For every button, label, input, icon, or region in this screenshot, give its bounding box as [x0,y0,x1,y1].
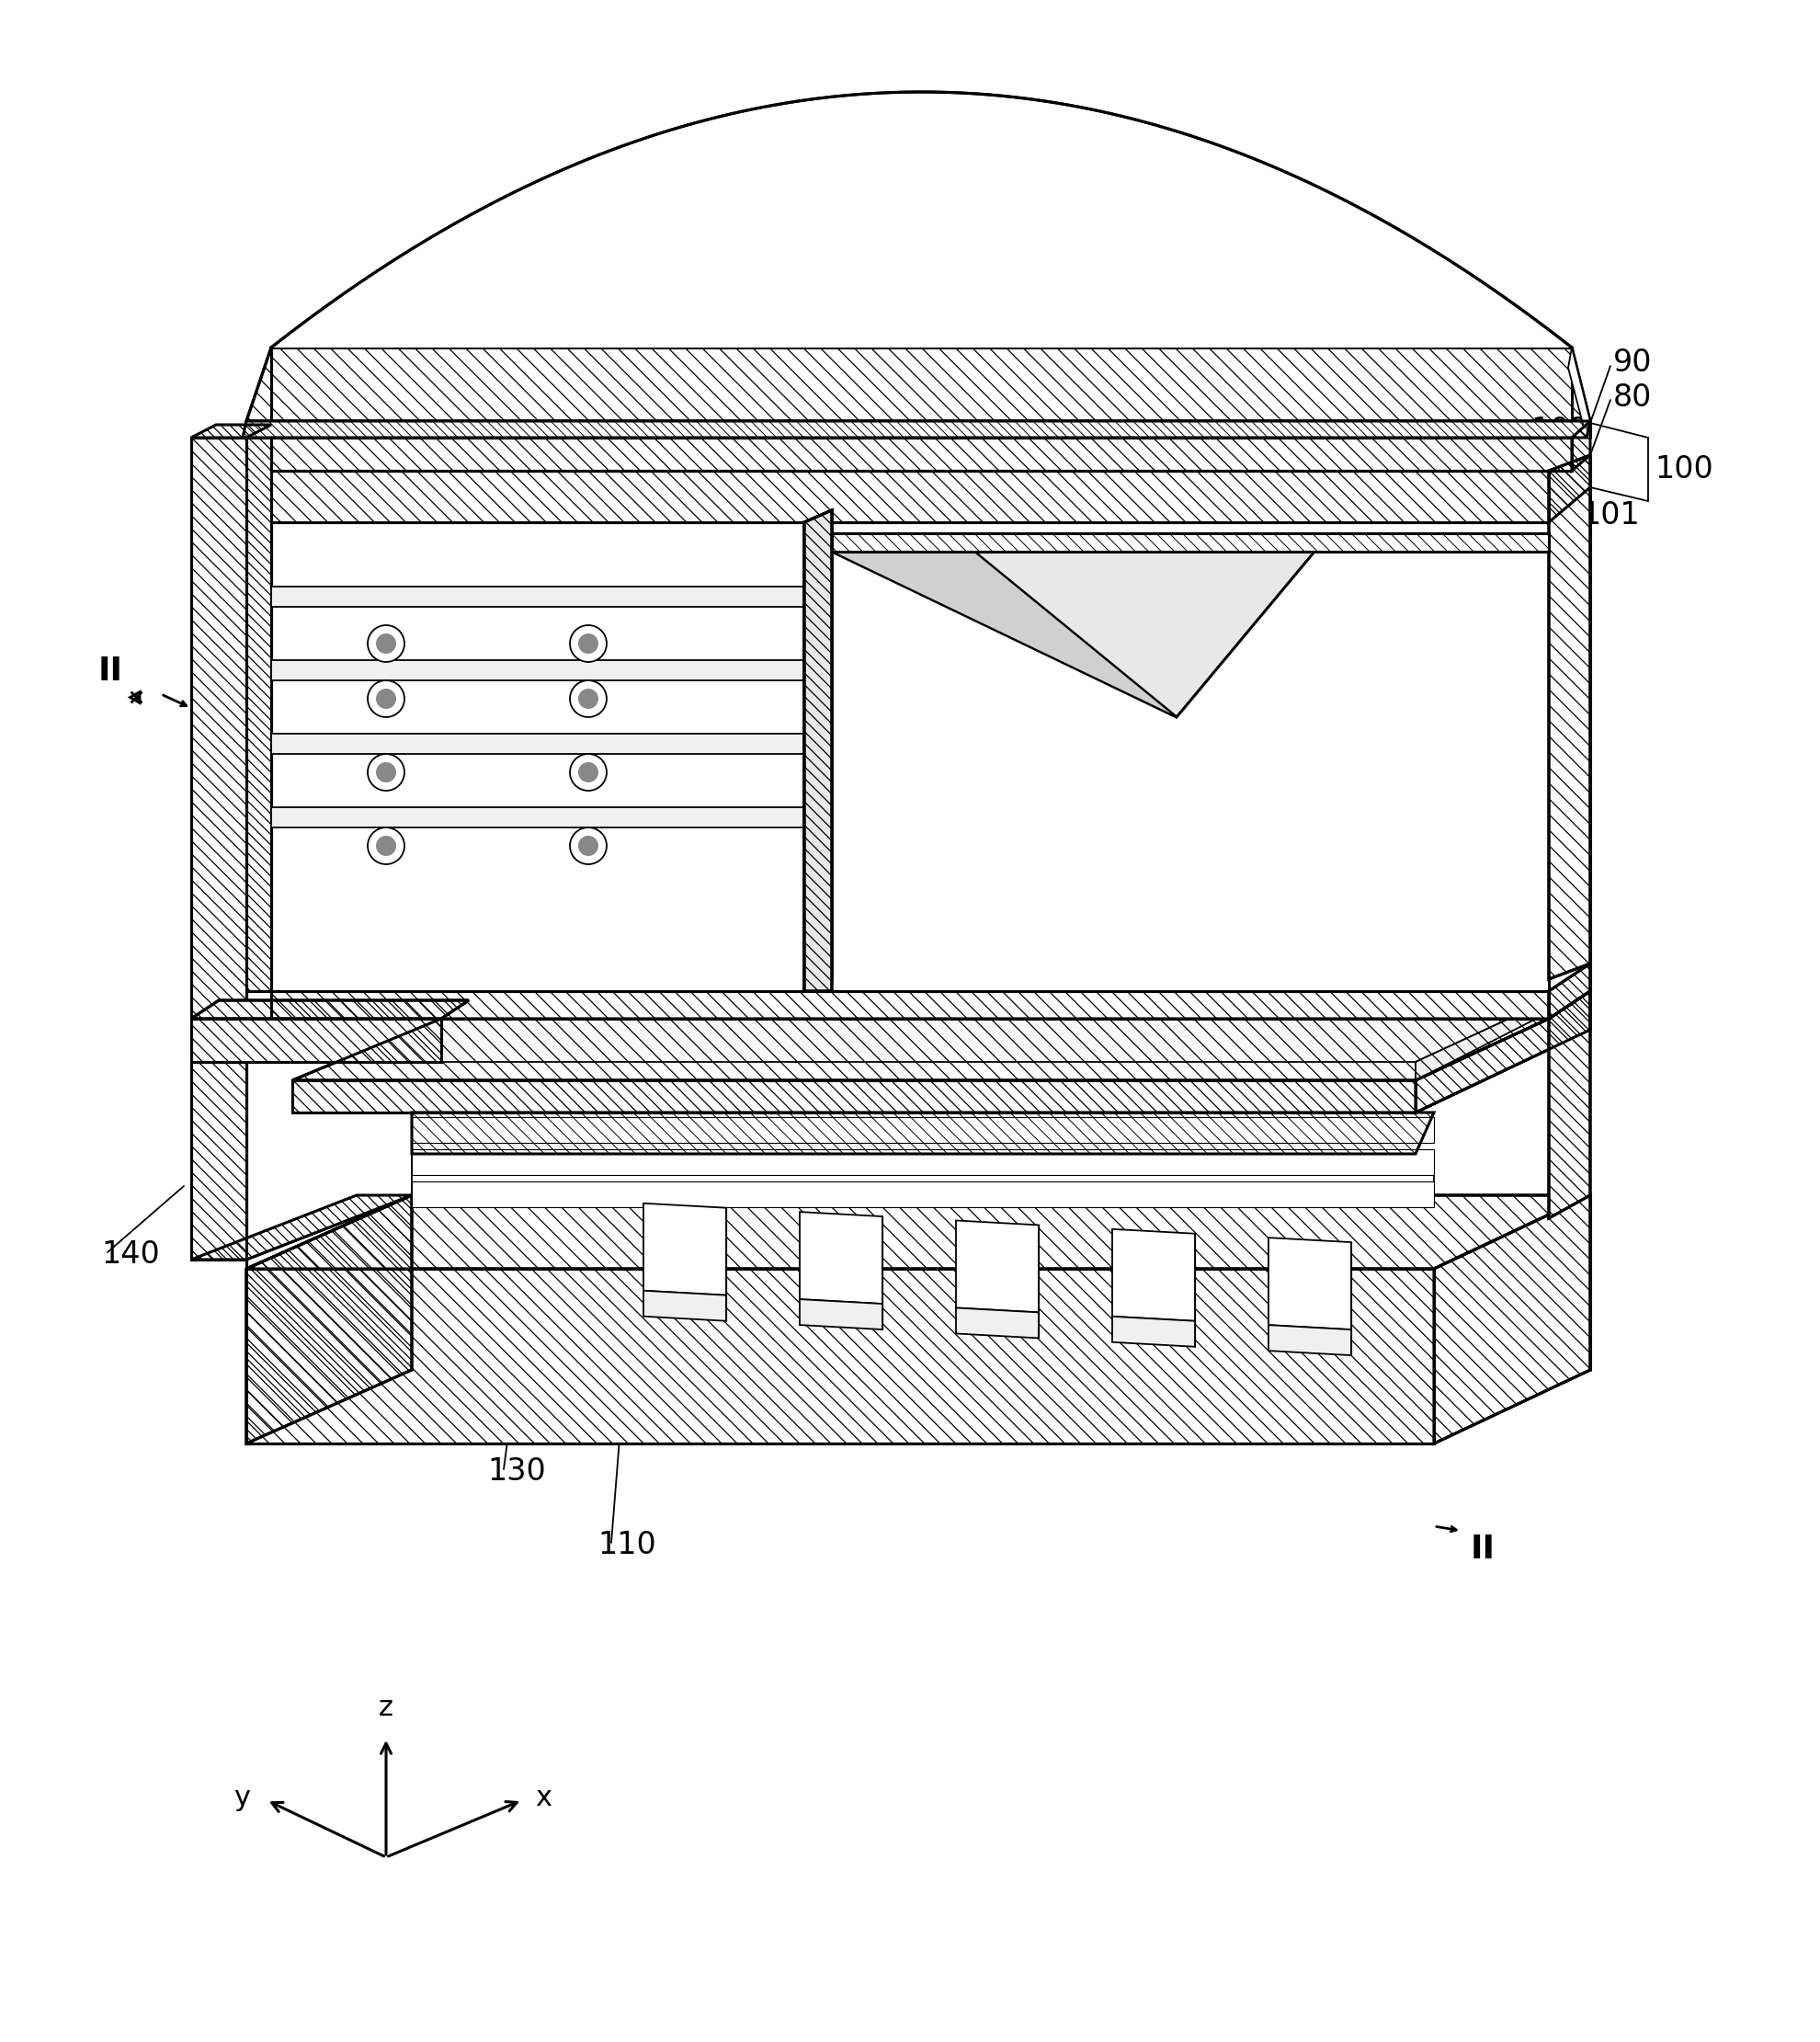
Polygon shape [1416,990,1591,1113]
Polygon shape [1269,1325,1350,1356]
Polygon shape [799,1299,883,1329]
Polygon shape [644,1203,726,1295]
Polygon shape [804,649,832,680]
Polygon shape [1549,990,1591,1219]
Text: 101: 101 [1582,500,1640,531]
Circle shape [368,680,404,717]
Polygon shape [191,1001,470,1019]
Circle shape [579,835,599,856]
Circle shape [368,827,404,864]
Circle shape [368,753,404,790]
Circle shape [377,835,397,856]
Polygon shape [832,533,1549,551]
Polygon shape [1549,964,1591,1019]
Polygon shape [804,796,832,827]
Polygon shape [271,660,804,680]
Circle shape [377,762,397,782]
Polygon shape [1572,421,1591,472]
Polygon shape [804,510,832,990]
Polygon shape [191,425,271,437]
Polygon shape [242,421,1591,437]
Polygon shape [246,1268,1434,1444]
Polygon shape [293,1019,1549,1080]
Text: 120: 120 [1350,1405,1411,1436]
Circle shape [579,688,599,709]
Circle shape [570,625,606,662]
Text: 110: 110 [597,1529,655,1560]
Polygon shape [1569,347,1591,437]
Polygon shape [271,92,1572,347]
Polygon shape [1549,455,1591,980]
Polygon shape [832,551,1176,717]
Polygon shape [1112,1317,1196,1348]
Text: y: y [233,1785,249,1811]
Polygon shape [1416,980,1591,1080]
Polygon shape [191,437,246,1062]
Circle shape [570,680,606,717]
Polygon shape [246,1195,1591,1268]
Text: 90: 90 [1613,347,1653,378]
Polygon shape [1269,1237,1350,1329]
Text: 140: 140 [102,1239,160,1270]
Polygon shape [411,1154,1434,1195]
Polygon shape [271,733,804,753]
Polygon shape [293,1001,1549,1062]
Text: 80: 80 [1613,382,1653,412]
Polygon shape [271,586,804,606]
Polygon shape [644,1291,726,1321]
Polygon shape [191,1019,440,1062]
Polygon shape [411,1117,1434,1144]
Polygon shape [411,1182,1434,1207]
Polygon shape [271,990,1549,1019]
Polygon shape [1112,1229,1196,1321]
Polygon shape [191,1062,246,1260]
Polygon shape [271,472,1549,523]
Polygon shape [804,723,832,753]
Text: 60: 60 [1480,445,1520,476]
Polygon shape [832,551,1176,717]
Polygon shape [411,1150,1434,1174]
Polygon shape [271,437,1572,472]
Text: 100: 100 [1654,453,1713,484]
Text: z: z [379,1695,393,1721]
Polygon shape [271,807,804,827]
Polygon shape [271,523,804,990]
Polygon shape [271,92,1572,347]
Polygon shape [411,1113,1434,1154]
Circle shape [570,753,606,790]
Polygon shape [1434,1195,1591,1444]
Text: II: II [1471,1534,1496,1564]
Circle shape [579,762,599,782]
Text: x: x [535,1785,551,1811]
Polygon shape [799,1211,883,1303]
Circle shape [377,633,397,653]
Circle shape [570,827,606,864]
Polygon shape [246,1195,411,1444]
Polygon shape [246,437,271,990]
Circle shape [368,625,404,662]
Polygon shape [804,576,832,606]
Text: 102: 102 [1531,415,1589,445]
Text: 131: 131 [428,623,486,653]
Polygon shape [191,1195,411,1260]
Polygon shape [974,551,1314,717]
Polygon shape [246,347,1591,421]
Polygon shape [956,1307,1039,1338]
Polygon shape [1549,455,1591,523]
Polygon shape [293,1080,1416,1113]
Text: 130: 130 [488,1456,546,1487]
Polygon shape [956,1221,1039,1313]
Text: II: II [98,655,122,686]
Polygon shape [804,523,1549,990]
Polygon shape [804,510,832,990]
Circle shape [579,633,599,653]
Circle shape [377,688,397,709]
